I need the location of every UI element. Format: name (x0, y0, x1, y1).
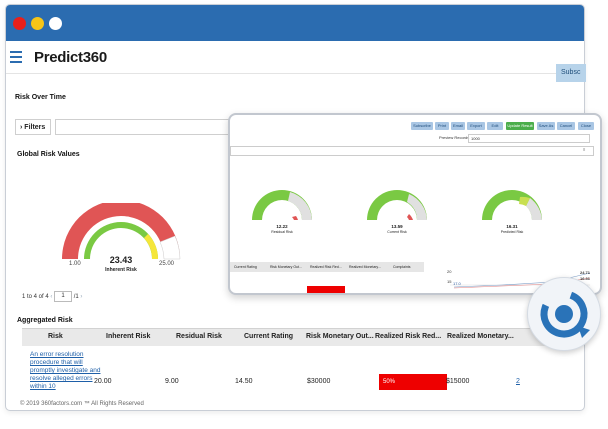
predicted-risk-value: 16.31 (506, 224, 518, 229)
column-header[interactable]: Realized Risk Red... (310, 265, 342, 269)
gauge-max-label: 25.00 (159, 261, 175, 267)
column-header[interactable]: Residual Risk (176, 333, 222, 340)
global-risk-title: Global Risk Values (17, 151, 80, 158)
column-header[interactable]: Realized Risk Red... (375, 333, 442, 340)
footer-copyright: © 2019 360factors.com ™ All Rights Reser… (20, 401, 144, 407)
column-header[interactable]: Risk Monetary Out... (270, 265, 302, 269)
overlay-filter-icon[interactable]: ≡ (583, 147, 586, 152)
subscribe-button[interactable]: Subsc (556, 64, 586, 82)
current-rating-cell: 14.50 (235, 378, 253, 385)
current-risk-value: 13.59 (391, 224, 403, 229)
inherent-risk-label: Inherent Risk (105, 267, 137, 273)
realized-monetary-cell: $15000 (446, 378, 470, 385)
update-result-button[interactable]: Update Result (506, 122, 534, 130)
overlay-filter-input[interactable] (230, 146, 594, 156)
residual-risk-cell: 9.00 (165, 378, 179, 385)
chart-data-label: 24.71 (580, 270, 591, 275)
minimize-window-dot[interactable] (31, 17, 44, 30)
chart-tick-label: 15 (447, 279, 452, 284)
pager-total: /1 (73, 294, 79, 301)
page-title: Risk Over Time (15, 94, 66, 101)
chart-tick-label: 20 (447, 269, 452, 274)
overlay-red-cell (307, 286, 345, 293)
column-header[interactable]: Realized Monetary... (349, 265, 381, 269)
app-header: Predict360 (6, 41, 584, 74)
predicted-risk-label: Predicted Risk (500, 230, 524, 234)
filters-label: Filters (24, 124, 46, 131)
hamburger-menu-icon[interactable] (6, 50, 26, 64)
overlay-subscribe-button[interactable]: Subscribe (411, 122, 433, 130)
overlay-edit-button[interactable]: Edit (487, 122, 503, 130)
inherent-risk-gauge (62, 203, 181, 260)
current-risk-gauge (367, 190, 427, 220)
aggregated-table-header: Risk Inherent Risk Residual Risk Current… (22, 328, 582, 346)
count-link[interactable]: 2 (516, 378, 520, 385)
residual-risk-value: 12.22 (276, 224, 288, 229)
column-header[interactable]: Inherent Risk (106, 333, 151, 340)
residual-risk-gauge (252, 190, 312, 220)
column-header[interactable]: Current Rating (244, 333, 293, 340)
cancel-button[interactable]: Cancel (557, 122, 575, 130)
column-header[interactable]: Complaints (393, 265, 411, 269)
monetary-cell: $30000 (307, 378, 331, 385)
chart-data-label: 16.31 (580, 276, 591, 281)
overlay-table-header: Current Rating Risk Monetary Out... Real… (230, 262, 424, 272)
next-page-icon[interactable]: › (80, 294, 83, 301)
column-header[interactable]: Current Rating (234, 265, 257, 269)
chart-data-label: 17.0 (453, 281, 461, 286)
close-button[interactable]: Close (578, 122, 594, 130)
refresh-badge[interactable] (527, 277, 601, 351)
preview-records-select[interactable]: 1000 (468, 134, 590, 143)
filters-input[interactable] (55, 119, 235, 135)
close-window-dot[interactable] (13, 17, 26, 30)
refresh-icon (540, 290, 590, 338)
column-header[interactable]: Risk (48, 333, 63, 340)
gauge-min-label: 1.00 (69, 261, 81, 267)
prev-page-icon[interactable]: ‹ (50, 294, 53, 301)
risk-link[interactable]: An error resolution procedure that will … (30, 351, 101, 390)
inherent-risk-value: 23.43 (109, 255, 133, 265)
aggregated-risk-title: Aggregated Risk (17, 317, 73, 324)
overlay-email-button[interactable]: Email (451, 122, 465, 130)
app-logo: Predict360 (34, 49, 107, 66)
report-preview-overlay: Subscribe Print Email Export Edit Update… (228, 113, 602, 295)
column-header[interactable]: Risk Monetary Out... (306, 333, 374, 340)
residual-risk-label: Residual Risk (271, 230, 293, 234)
current-risk-label: Current Risk (387, 230, 407, 234)
preview-records-value: 1000 (471, 136, 480, 141)
pagination: 1 to 4 of 4 ‹ 1 /1 › (22, 291, 82, 302)
predicted-risk-gauge (482, 190, 542, 220)
save-as-button[interactable]: Save As (537, 122, 555, 130)
preview-records-label: Preview Records (439, 135, 470, 140)
window-titlebar (6, 5, 584, 41)
realized-risk-red-cell: 50% (379, 374, 447, 390)
column-header[interactable]: Realized Monetary... (447, 333, 514, 340)
overlay-print-button[interactable]: Print (435, 122, 449, 130)
pager-text: 1 to 4 of 4 (22, 294, 49, 301)
filters-button[interactable]: › Filters (15, 119, 51, 135)
overlay-export-button[interactable]: Export (467, 122, 485, 130)
inherent-risk-cell: 20.00 (94, 378, 112, 385)
page-number-input[interactable]: 1 (54, 291, 73, 302)
maximize-window-dot[interactable] (49, 17, 62, 30)
chevron-right-icon: › (20, 124, 23, 131)
